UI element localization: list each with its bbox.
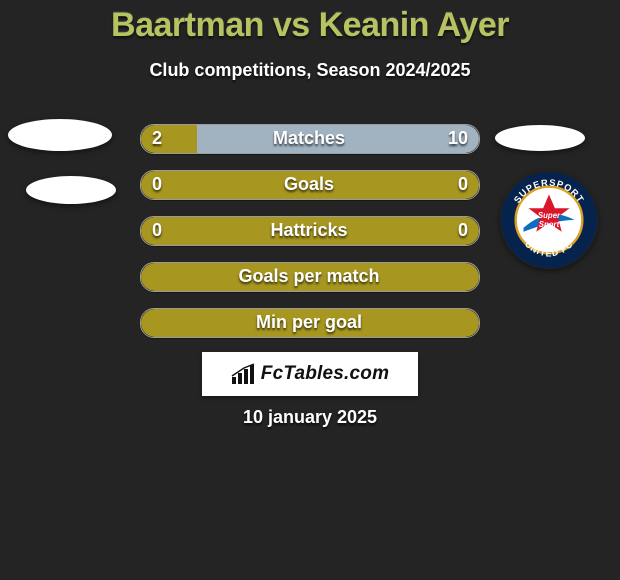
- stat-bar-left-fill: [141, 125, 197, 153]
- stat-right-value-goals: 0: [458, 170, 468, 198]
- stat-left-value-hattricks: 0: [152, 216, 162, 244]
- player-left-club-silhouette: [26, 176, 116, 204]
- stat-right-value-matches: 10: [448, 124, 468, 152]
- bars-icon: [231, 363, 257, 385]
- player-right-club-badge: SUPERSPORT UNITED FC Super Sport: [500, 171, 598, 269]
- stat-bar-goals-per-match: [140, 262, 480, 292]
- branding-box: FcTables.com: [202, 352, 418, 396]
- stat-bar-hattricks: [140, 216, 480, 246]
- stat-left-value-matches: 2: [152, 124, 162, 152]
- stat-bar-min-per-goal: [140, 308, 480, 338]
- svg-text:Super: Super: [538, 211, 561, 220]
- stat-bar-fill: [141, 309, 479, 337]
- page-title: Baartman vs Keanin Ayer: [0, 6, 620, 45]
- stat-bar-fill: [141, 263, 479, 291]
- page-subtitle: Club competitions, Season 2024/2025: [0, 60, 620, 81]
- stat-bar-fill: [141, 171, 479, 199]
- player-right-silhouette: [495, 125, 585, 151]
- stat-left-value-goals: 0: [152, 170, 162, 198]
- date-stamp: 10 january 2025: [0, 407, 620, 428]
- supersport-badge-icon: SUPERSPORT UNITED FC Super Sport: [500, 171, 598, 269]
- stat-right-value-hattricks: 0: [458, 216, 468, 244]
- player-left-silhouette: [8, 119, 112, 151]
- comparison-card: Baartman vs Keanin Ayer Club competition…: [0, 0, 620, 580]
- stat-bar-matches: [140, 124, 480, 154]
- branding-text: FcTables.com: [261, 363, 389, 385]
- stat-bar-fill: [141, 217, 479, 245]
- stat-bar-right-fill: [197, 125, 479, 153]
- stat-bar-goals: [140, 170, 480, 200]
- svg-text:Sport: Sport: [539, 220, 560, 229]
